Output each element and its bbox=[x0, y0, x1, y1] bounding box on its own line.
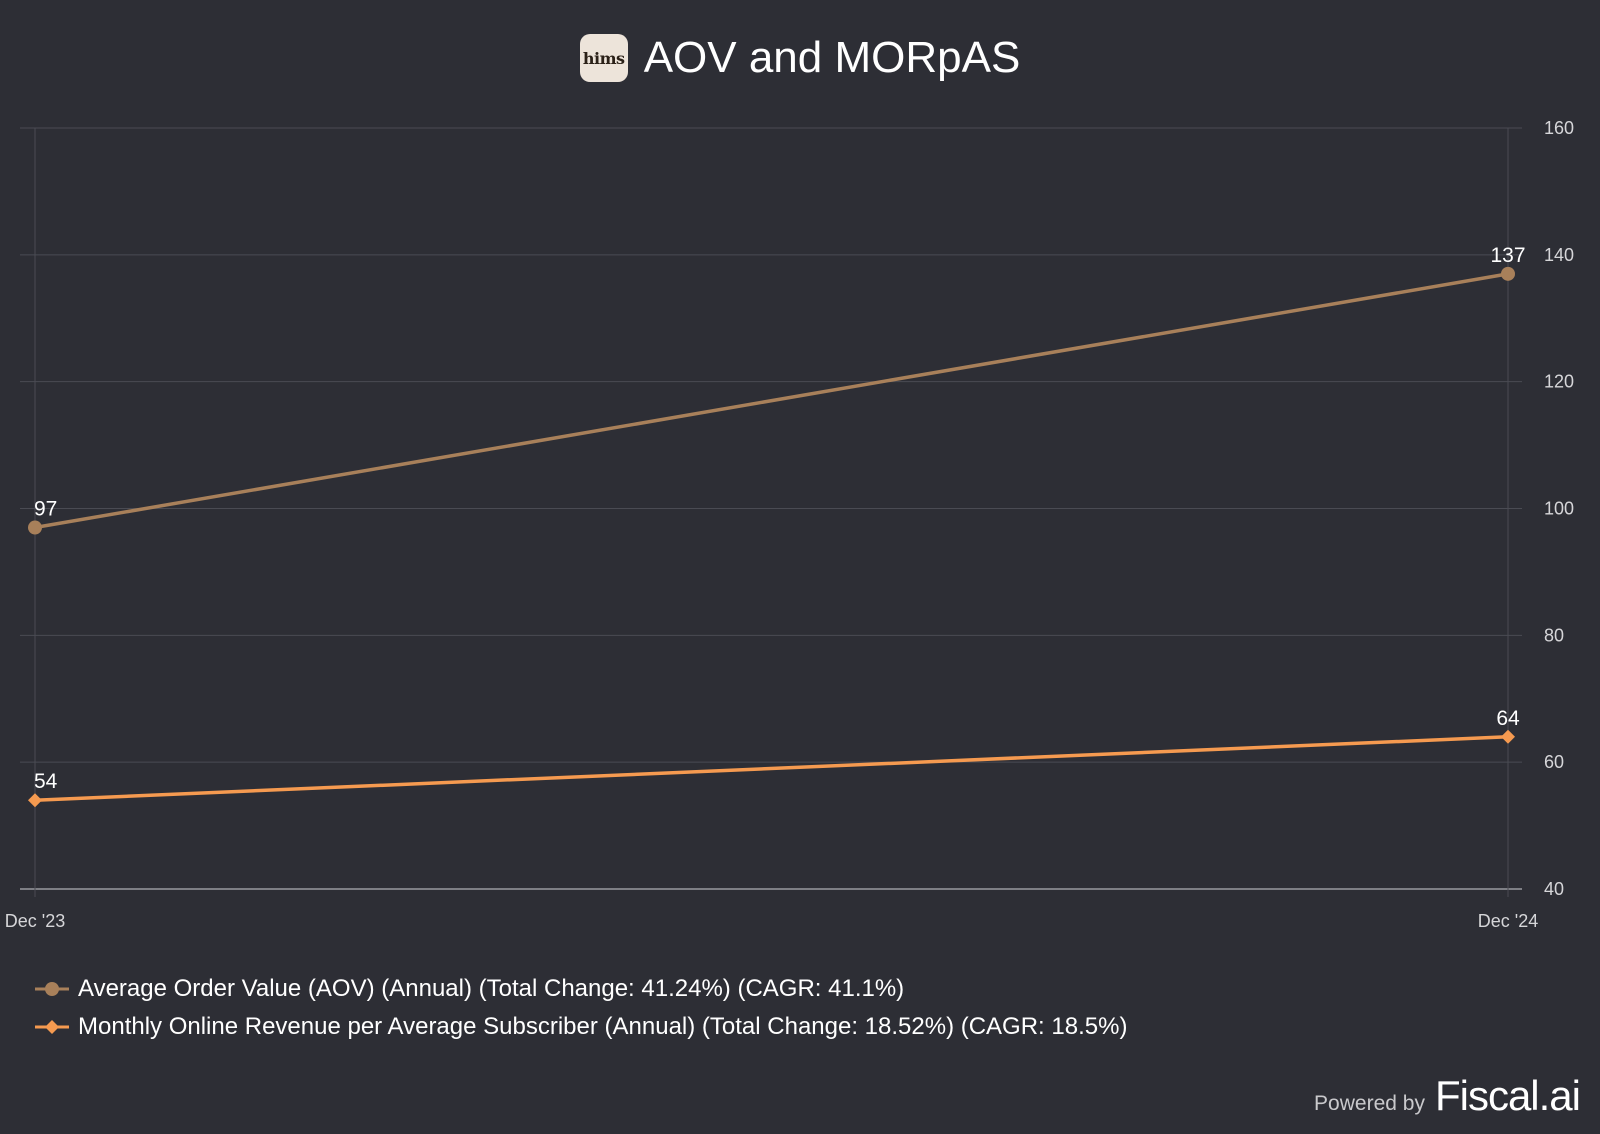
legend: Average Order Value (AOV) (Annual) (Tota… bbox=[34, 970, 1127, 1046]
legend-label-aov: Average Order Value (AOV) (Annual) (Tota… bbox=[78, 975, 905, 1002]
x-tick-label: Dec '24 bbox=[1478, 911, 1538, 931]
legend-marker bbox=[45, 982, 59, 996]
y-tick-label: 140 bbox=[1544, 245, 1574, 265]
grid-lines bbox=[20, 127, 1522, 897]
y-tick-label: 80 bbox=[1544, 625, 1564, 645]
y-tick-label: 100 bbox=[1544, 499, 1574, 519]
circle-data-point bbox=[1501, 266, 1515, 281]
legend-label-morpas: Monthly Online Revenue per Average Subsc… bbox=[78, 1013, 1128, 1040]
line-chart: 40 60 80 100 120 140 160 Dec '23 Dec '24 97 137 5… bbox=[5, 118, 1574, 931]
powered-by-text: Powered by bbox=[1314, 1092, 1425, 1115]
y-tick-label: 60 bbox=[1544, 752, 1564, 772]
y-tick-label: 120 bbox=[1544, 372, 1574, 392]
attribution: Powered by Fiscal.ai bbox=[1314, 1072, 1581, 1120]
series-line bbox=[34, 735, 1509, 802]
y-axis-ticks: 40 60 80 100 120 140 160 bbox=[1544, 118, 1574, 899]
data-label: 97 bbox=[34, 498, 57, 521]
data-label: 54 bbox=[34, 770, 58, 793]
legend-circle-marker-icon bbox=[35, 982, 69, 996]
x-axis-ticks: Dec '23 Dec '24 bbox=[5, 911, 1538, 931]
series-line bbox=[34, 272, 1509, 530]
chart-title: AOV and MORpAS bbox=[643, 33, 1021, 82]
legend-item-morpas[interactable]: Monthly Online Revenue per Average Subsc… bbox=[34, 1008, 1127, 1046]
chart-header: hims AOV and MORpAS bbox=[0, 34, 1600, 82]
y-tick-label: 160 bbox=[1544, 118, 1574, 138]
fiscal-ai-logo[interactable]: Fiscal.ai bbox=[1434, 1072, 1581, 1119]
legend-marker bbox=[45, 1020, 59, 1034]
series-lines bbox=[28, 266, 1515, 808]
legend-diamond-marker-icon bbox=[35, 1020, 69, 1034]
diamond-data-point bbox=[1501, 729, 1515, 744]
data-label: 64 bbox=[1496, 707, 1520, 730]
company-logo: hims bbox=[579, 34, 628, 82]
y-tick-label: 40 bbox=[1544, 879, 1564, 899]
circle-data-point bbox=[28, 520, 42, 535]
legend-item-aov[interactable]: Average Order Value (AOV) (Annual) (Tota… bbox=[34, 970, 1127, 1008]
diamond-data-point bbox=[28, 793, 42, 808]
data-label: 137 bbox=[1490, 244, 1525, 267]
x-tick-label: Dec '23 bbox=[5, 911, 65, 931]
data-labels: 97 137 54 64 bbox=[34, 244, 1526, 793]
